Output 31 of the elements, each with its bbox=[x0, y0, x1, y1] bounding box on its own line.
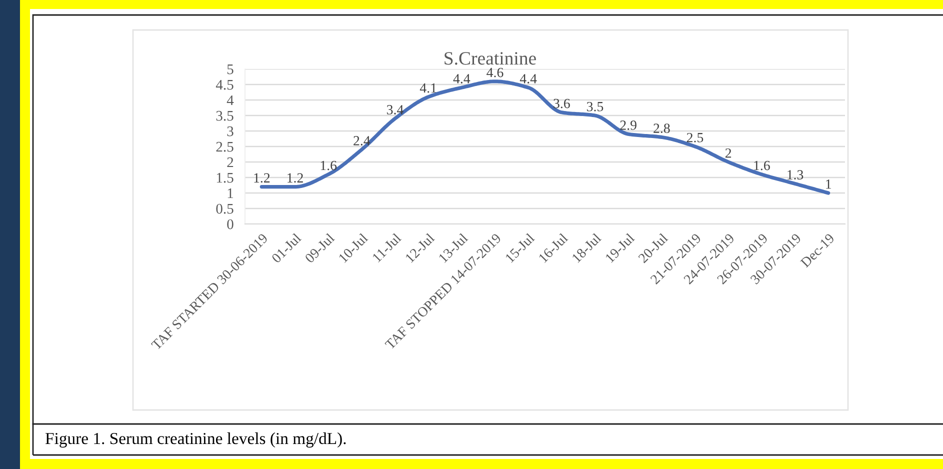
data-label: 2.5 bbox=[686, 132, 704, 142]
y-tick-label: 1.5 bbox=[216, 172, 234, 183]
data-label: 4.6 bbox=[486, 68, 504, 78]
data-label: 3.6 bbox=[554, 98, 570, 108]
chart-title: S.Creatinine bbox=[444, 52, 536, 65]
y-tick-label: 2 bbox=[227, 157, 234, 168]
data-label: 1.6 bbox=[754, 160, 770, 170]
y-tick-label: 4 bbox=[226, 95, 234, 106]
data-label: 2 bbox=[725, 148, 732, 158]
data-label: 2.4 bbox=[354, 136, 370, 146]
y-tick-label: 5 bbox=[227, 64, 234, 74]
data-label: 4.4 bbox=[520, 74, 537, 84]
y-tick-label: 4.5 bbox=[216, 80, 234, 90]
data-label: 1.3 bbox=[788, 170, 804, 180]
data-label: 3.4 bbox=[386, 105, 404, 114]
y-tick-label: 1 bbox=[228, 188, 234, 198]
y-tick-label: 0.5 bbox=[216, 204, 234, 214]
data-label: 4.1 bbox=[420, 83, 436, 93]
y-tick-label: 2.5 bbox=[216, 142, 234, 152]
data-label: 1 bbox=[826, 179, 831, 189]
data-label: 1.2 bbox=[288, 173, 303, 183]
y-tick-label: 0 bbox=[227, 219, 234, 230]
data-label: 1.6 bbox=[320, 160, 337, 170]
data-label: 4.4 bbox=[453, 74, 470, 84]
y-tick-label: 3 bbox=[227, 126, 234, 136]
data-label: 1.2 bbox=[254, 173, 270, 183]
data-label: 3.5 bbox=[586, 102, 604, 112]
data-label: 2.8 bbox=[654, 124, 670, 134]
data-label: 2.9 bbox=[620, 120, 636, 130]
caption: Figure 1. Serum creatinine levels (in mg/dL). bbox=[45, 432, 346, 448]
y-tick-label: 3.5 bbox=[216, 110, 234, 121]
